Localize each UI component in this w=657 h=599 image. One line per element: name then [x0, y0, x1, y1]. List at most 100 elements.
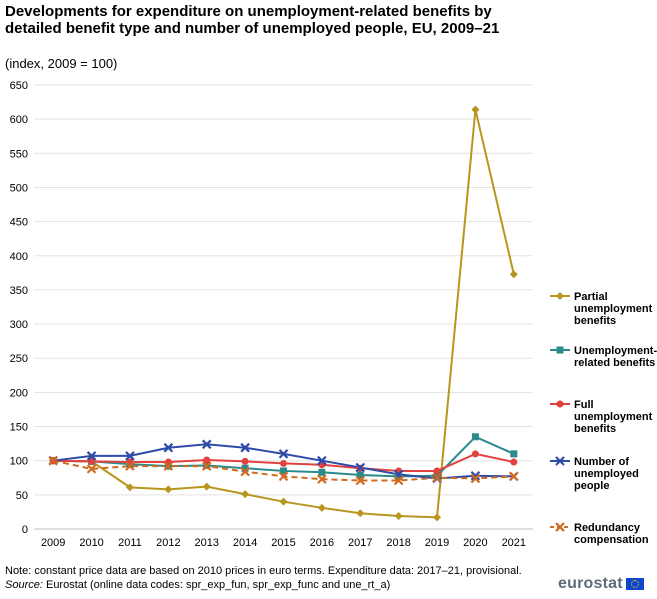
data-point-s5	[317, 474, 327, 484]
x-tick-label: 2019	[425, 537, 449, 549]
x-tick-label: 2015	[271, 537, 295, 549]
chart-subtitle: (index, 2009 = 100)	[5, 56, 118, 71]
legend-marker-5	[555, 522, 565, 532]
x-tick-label: 2016	[310, 537, 334, 549]
x-tick-label: 2011	[118, 537, 142, 549]
legend-label-5: compensation	[574, 534, 649, 546]
source-text: Eurostat (online data codes: spr_exp_fun…	[42, 579, 391, 591]
data-point-s5	[201, 461, 212, 471]
data-point-s3	[88, 457, 96, 465]
data-point-s3	[510, 458, 518, 466]
y-tick-label: 400	[10, 251, 28, 263]
data-point-s1	[241, 490, 250, 499]
y-tick-label: 0	[22, 524, 28, 536]
data-point-s1	[394, 512, 403, 521]
data-point-s4	[86, 451, 97, 461]
data-point-s4	[317, 455, 327, 466]
data-point-s2	[318, 468, 326, 476]
legend-label-2: Unemployment-	[574, 345, 657, 357]
data-point-s4	[240, 442, 250, 453]
data-point-s2	[433, 472, 441, 480]
x-tick-label: 2009	[41, 537, 65, 549]
data-point-s5	[86, 464, 97, 474]
y-tick-label: 650	[10, 80, 28, 92]
data-point-s1	[164, 485, 173, 494]
data-point-s4	[278, 449, 289, 459]
y-tick-label: 50	[16, 490, 28, 502]
footer: Note: constant price data are based on 2…	[5, 564, 522, 592]
legend-label-3: benefits	[574, 423, 616, 435]
legend-label-3: Full	[574, 399, 594, 411]
data-point-s2	[471, 433, 479, 441]
eu-flag-icon	[625, 578, 644, 590]
y-tick-label: 250	[10, 353, 28, 365]
legend-label-1: Partial	[574, 291, 608, 303]
data-point-s1	[202, 482, 211, 491]
data-point-s5	[432, 472, 442, 483]
x-tick-label: 2020	[463, 537, 487, 549]
data-point-s5	[509, 471, 519, 482]
logo-text: eurostat	[558, 575, 623, 592]
data-point-s1	[471, 105, 480, 114]
legend-label-1: benefits	[574, 315, 616, 327]
data-point-s1	[433, 513, 442, 522]
data-point-s5	[48, 455, 58, 466]
legend-marker-4	[555, 456, 565, 466]
footer-source: Source: Eurostat (online data codes: spr…	[5, 578, 522, 592]
data-point-s2	[395, 472, 403, 480]
data-point-s1	[356, 509, 365, 518]
y-tick-label: 350	[10, 285, 28, 297]
data-point-s2	[280, 467, 287, 475]
footer-note: Note: constant price data are based on 2…	[5, 565, 522, 577]
data-point-s5	[125, 461, 135, 471]
data-point-s4	[125, 451, 135, 461]
y-tick-label: 300	[10, 319, 28, 331]
legend-label-2: related benefits	[574, 357, 655, 369]
x-tick-label: 2014	[233, 537, 257, 549]
data-point-s5	[355, 475, 366, 486]
data-point-s1	[125, 483, 134, 492]
data-point-s4	[201, 439, 212, 450]
data-point-s1	[279, 497, 288, 506]
data-point-s1	[509, 270, 518, 279]
data-point-s5	[393, 475, 404, 486]
legend-marker-2	[556, 346, 564, 354]
y-tick-label: 150	[10, 422, 28, 434]
legend-label-3: unemployment	[574, 411, 653, 423]
x-tick-label: 2018	[386, 537, 410, 549]
y-tick-label: 550	[10, 148, 28, 160]
data-point-s4	[355, 462, 366, 473]
source-label: Source:	[5, 579, 43, 591]
legend-label-5: Redundancy	[574, 522, 641, 534]
data-point-s5	[240, 466, 250, 477]
legend-label-4: unemployed	[574, 468, 639, 480]
x-tick-label: 2017	[348, 537, 372, 549]
line-chart: 0 50 100 150 200 250 300 350 400 450 500 550 600 650 2…	[10, 80, 657, 549]
data-point-s3	[433, 467, 441, 475]
x-tick-label: 2021	[502, 537, 526, 549]
y-tick-label: 450	[10, 217, 28, 229]
data-point-s3	[203, 456, 211, 464]
eurostat-logo: eurostat	[558, 575, 644, 593]
data-point-s2	[241, 464, 249, 472]
legend-label-1: unemployment	[574, 303, 653, 315]
data-point-s4	[163, 442, 174, 453]
data-point-s1	[317, 503, 326, 512]
x-tick-label: 2010	[79, 537, 103, 549]
data-point-s3	[280, 459, 287, 467]
y-tick-label: 100	[10, 456, 28, 468]
x-tick-label: 2012	[156, 537, 180, 549]
legend-label-4: people	[574, 480, 609, 492]
x-tick-label: 2013	[194, 537, 218, 549]
legend-marker-1	[556, 292, 564, 300]
data-point-s3	[471, 450, 479, 458]
chart-title: Developments for expenditure on unemploy…	[5, 3, 500, 37]
y-tick-label: 500	[10, 182, 28, 194]
y-tick-label: 600	[10, 114, 28, 126]
data-point-s5	[278, 471, 289, 482]
data-point-s5	[470, 473, 481, 484]
data-point-s2	[356, 471, 364, 479]
legend-label-4: Number of	[574, 456, 629, 468]
data-point-s4	[470, 470, 481, 481]
legend-marker-3	[556, 400, 564, 408]
